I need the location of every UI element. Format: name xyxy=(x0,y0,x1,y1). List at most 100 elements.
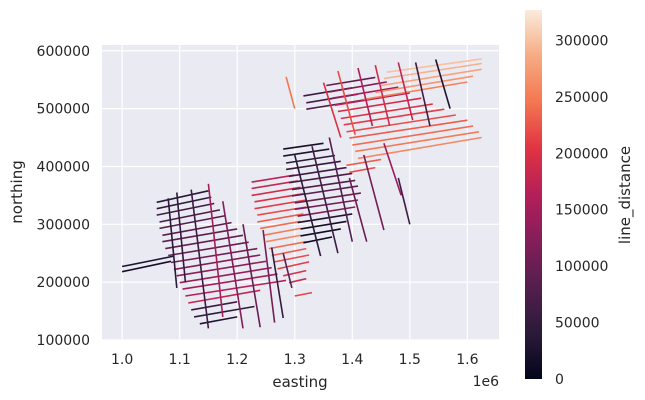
survey-line xyxy=(300,220,347,230)
survey-line xyxy=(326,76,376,87)
colorbar xyxy=(525,10,542,379)
plot-background xyxy=(102,45,499,340)
survey-line xyxy=(355,131,480,153)
survey-line xyxy=(182,273,278,290)
survey-line xyxy=(294,291,313,297)
survey-line xyxy=(346,114,456,133)
x-tick-label: 1.5 xyxy=(399,352,421,368)
survey-line xyxy=(303,236,333,244)
y-tick-label: 200000 xyxy=(37,275,90,291)
survey-line xyxy=(322,82,342,138)
y-tick-label: 400000 xyxy=(37,159,90,175)
survey-lines xyxy=(121,58,482,329)
survey-line xyxy=(282,253,293,289)
x-tick-label: 1.3 xyxy=(284,352,306,368)
colorbar-tick-label: 0 xyxy=(555,372,564,388)
x-tick-label: 1.0 xyxy=(111,352,133,368)
survey-line xyxy=(176,192,187,283)
y-tick-label: 500000 xyxy=(37,102,90,118)
survey-line xyxy=(283,142,324,150)
survey-line xyxy=(352,125,474,146)
survey-line xyxy=(251,186,301,197)
survey-line xyxy=(346,158,382,167)
x-tick-label: 1.2 xyxy=(226,352,248,368)
survey-line xyxy=(222,201,244,329)
survey-line xyxy=(254,199,307,210)
survey-line xyxy=(265,234,301,243)
survey-line xyxy=(349,119,468,139)
survey-line xyxy=(165,234,244,250)
x-tick-label: 1.4 xyxy=(341,352,363,368)
x-axis-offset-label: 1e6 xyxy=(473,374,500,390)
survey-line xyxy=(121,255,175,268)
survey-line xyxy=(288,277,307,284)
survey-line xyxy=(260,220,301,230)
survey-line xyxy=(291,185,359,197)
y-axis-label: northing xyxy=(8,160,26,223)
survey-line xyxy=(383,62,482,80)
survey-line xyxy=(262,230,276,323)
survey-line xyxy=(397,62,414,121)
survey-line xyxy=(242,224,261,328)
colorbar-label: line_distance xyxy=(616,146,635,244)
survey-line xyxy=(386,58,482,73)
survey-line xyxy=(191,301,238,311)
survey-line xyxy=(121,260,172,273)
survey-line xyxy=(374,65,391,127)
survey-line xyxy=(293,154,322,257)
colorbar-tick-label: 150000 xyxy=(555,203,608,219)
y-tick-label: 600000 xyxy=(37,44,90,60)
survey-line xyxy=(363,81,468,101)
survey-line xyxy=(168,241,249,257)
y-axis-ticks: 100000 200000 300000 400000 500000 600000 xyxy=(37,44,90,349)
survey-line xyxy=(297,213,353,224)
survey-line xyxy=(283,148,330,157)
y-tick-label: 300000 xyxy=(37,217,90,233)
survey-line xyxy=(380,68,482,87)
survey-line xyxy=(188,289,261,304)
survey-line xyxy=(414,62,431,127)
survey-line xyxy=(167,198,178,288)
survey-line xyxy=(383,143,402,196)
survey-line xyxy=(176,260,267,277)
survey-line xyxy=(251,174,295,183)
survey-line xyxy=(277,261,310,270)
y-tick-label: 100000 xyxy=(37,333,90,349)
survey-line xyxy=(283,269,307,277)
colorbar-tick-label: 250000 xyxy=(555,90,608,106)
survey-line xyxy=(162,228,238,243)
survey-line xyxy=(170,247,258,264)
survey-line xyxy=(156,196,212,210)
grid-lines xyxy=(102,45,499,341)
survey-line xyxy=(349,166,376,174)
survey-line xyxy=(156,190,209,204)
survey-line xyxy=(193,305,255,318)
survey-line xyxy=(156,202,215,216)
survey-line xyxy=(257,213,304,223)
survey-line xyxy=(207,183,224,317)
survey-line xyxy=(179,266,272,284)
survey-line xyxy=(274,254,310,263)
survey-line xyxy=(162,221,232,237)
survey-line xyxy=(270,247,284,319)
survey-line xyxy=(190,189,210,329)
survey-line xyxy=(348,177,368,242)
survey-line xyxy=(268,240,307,250)
survey-line xyxy=(294,192,362,204)
survey-line xyxy=(328,137,354,242)
x-tick-label: 1.1 xyxy=(169,352,191,368)
survey-line xyxy=(329,81,387,93)
survey-line xyxy=(262,227,301,237)
survey-line xyxy=(337,70,356,135)
survey-line xyxy=(300,228,341,237)
x-axis-label: easting xyxy=(272,373,327,391)
colorbar-tick-label: 300000 xyxy=(555,33,608,49)
x-axis-ticks: 1.0 1.1 1.2 1.3 1.4 1.5 1.6 xyxy=(111,352,479,368)
survey-line xyxy=(375,75,474,94)
survey-line xyxy=(311,146,339,254)
colorbar-tick-label: 50000 xyxy=(555,316,600,332)
survey-line xyxy=(434,59,451,109)
survey-line xyxy=(285,154,336,164)
survey-line xyxy=(271,247,307,257)
